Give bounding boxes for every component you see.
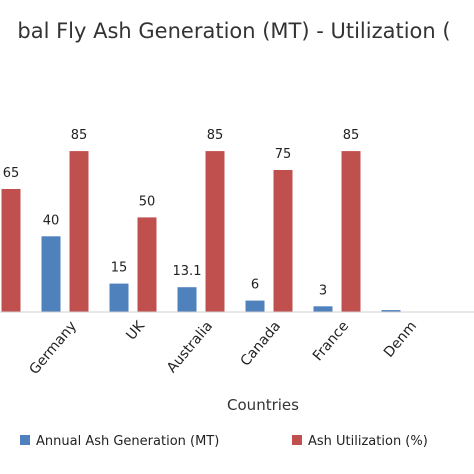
bar-generation-6: [381, 310, 401, 312]
x-axis-title: Countries: [227, 396, 299, 414]
chart-title: bal Fly Ash Generation (MT) - Utilizatio…: [17, 19, 450, 43]
bar-utilization-5: [341, 151, 361, 312]
data-label-generation-5: 3: [319, 283, 327, 298]
bar-generation-2: [109, 283, 129, 312]
data-label-utilization-0: 65: [3, 166, 20, 181]
legend-label-0: Annual Ash Generation (MT): [36, 434, 219, 449]
bar-utilization-4: [273, 170, 293, 312]
bar-utilization-1: [69, 151, 89, 312]
legend-swatch-1: [292, 435, 302, 445]
bar-generation-5: [313, 306, 333, 312]
data-label-utilization-3: 85: [207, 128, 224, 143]
bar-generation-4: [245, 300, 265, 312]
bar-utilization-2: [137, 217, 157, 312]
bar-utilization-3: [205, 151, 225, 312]
legend: Annual Ash Generation (MT) Ash Utilizatio…: [20, 434, 428, 449]
data-label-utilization-5: 85: [343, 128, 360, 143]
legend-swatch-0: [20, 435, 30, 445]
bars-layer: 65 40 85 15 50 13.1 85 6 75 3 85: [1, 128, 401, 312]
data-label-utilization-2: 50: [139, 194, 156, 209]
data-label-generation-4: 6: [251, 278, 259, 293]
legend-label-1: Ash Utilization (%): [308, 434, 428, 449]
data-label-generation-2: 15: [111, 261, 128, 276]
bar-generation-1: [41, 236, 61, 312]
bar-utilization-0: [1, 189, 21, 312]
data-label-generation-1: 40: [43, 213, 60, 228]
bar-generation-3: [177, 287, 197, 312]
data-label-utilization-4: 75: [275, 147, 292, 162]
data-label-utilization-1: 85: [71, 128, 88, 143]
data-label-generation-3: 13.1: [173, 264, 202, 279]
